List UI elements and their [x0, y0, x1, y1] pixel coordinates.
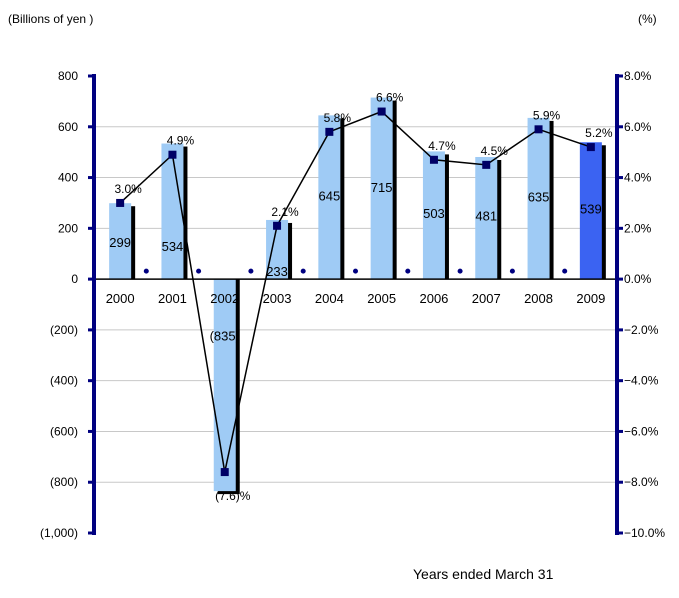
left-tick-label: (800): [50, 475, 78, 489]
left-tick-label: (1,000): [40, 526, 78, 540]
left-tick-label: (400): [50, 374, 78, 388]
right-tick-label: −4.0%: [624, 374, 659, 388]
left-tick-label: 200: [58, 221, 78, 235]
bar: [475, 156, 498, 280]
ratio-marker: [429, 155, 438, 164]
left-tick-label: 600: [58, 120, 78, 134]
left-axis-title: (Billions of yen ): [8, 12, 94, 26]
ratio-marker: [325, 127, 334, 136]
bar-value-label: 539: [580, 201, 602, 216]
baseline-divider-dot: [196, 268, 202, 274]
right-tick-label: 4.0%: [624, 171, 652, 185]
ratio-value-label: 5.9%: [533, 108, 561, 122]
category-label: 2009: [576, 291, 605, 306]
bar-value-label: 645: [318, 189, 340, 204]
ratio-marker: [168, 150, 177, 159]
category-label: 2002: [210, 291, 239, 306]
baseline-divider-dot: [300, 268, 306, 274]
right-tick-label: −8.0%: [624, 475, 659, 489]
bar: [213, 279, 236, 492]
right-tick-label: 6.0%: [624, 120, 652, 134]
ratio-value-label: 5.8%: [324, 111, 352, 125]
right-tick-label: 8.0%: [624, 69, 652, 83]
baseline-divider-dot: [509, 268, 515, 274]
ratio-value-label: (7.6)%: [215, 489, 251, 503]
baseline-divider-dot: [457, 268, 463, 274]
category-label: 2005: [367, 291, 396, 306]
left-tick-label: 800: [58, 69, 78, 83]
ratio-value-label: 5.2%: [585, 126, 613, 140]
right-tick-label: −2.0%: [624, 323, 659, 337]
bar: [109, 203, 132, 280]
left-tick-label: (600): [50, 424, 78, 438]
x-axis-title: Years ended March 31: [413, 566, 554, 582]
ratio-marker: [273, 221, 282, 230]
right-axis-title: (%): [638, 12, 657, 26]
bar: [579, 142, 602, 280]
bar-value-label: 503: [423, 206, 445, 221]
right-tick-label: 0.0%: [624, 272, 652, 286]
ratio-marker: [377, 107, 386, 116]
right-tick-label: 2.0%: [624, 221, 652, 235]
bar-value-label: 481: [475, 208, 497, 223]
right-tick-label: −6.0%: [624, 424, 659, 438]
baseline-divider-dot: [353, 268, 358, 274]
bar: [527, 117, 550, 280]
category-label: 2001: [158, 291, 187, 306]
bar-value-label: (835): [210, 329, 240, 344]
ratio-marker: [482, 160, 491, 169]
ratio-value-label: 4.7%: [428, 139, 456, 153]
ratio-value-label: 6.6%: [376, 91, 404, 105]
category-label: 2003: [263, 291, 292, 306]
bar-value-label: 233: [266, 264, 288, 279]
category-label: 2004: [315, 291, 344, 306]
bar: [266, 219, 289, 280]
bar: [318, 115, 341, 280]
left-tick-label: 0: [71, 272, 78, 286]
category-label: 2006: [419, 291, 448, 306]
ratio-value-label: 3.0%: [114, 182, 142, 196]
bar-value-label: 715: [371, 180, 393, 195]
ratio-marker: [586, 143, 595, 152]
ratio-value-label: 4.9%: [167, 134, 195, 148]
bar-value-label: 299: [109, 235, 131, 250]
ratio-marker: [116, 198, 125, 207]
category-label: 2007: [472, 291, 501, 306]
bar: [422, 151, 445, 280]
ratio-marker: [534, 125, 543, 134]
baseline-divider-dot: [405, 268, 411, 274]
ratio-value-label: 2.1%: [271, 205, 299, 219]
baseline-divider-dot: [143, 268, 149, 274]
left-tick-label: 400: [58, 171, 78, 185]
category-label: 2000: [106, 291, 135, 306]
ratio-line: [119, 110, 592, 473]
baseline-divider-dot: [562, 268, 568, 274]
left-tick-label: (200): [50, 323, 78, 337]
bar-value-label: 635: [528, 190, 550, 205]
right-tick-label: −10.0%: [624, 526, 665, 540]
bar: [161, 143, 184, 280]
baseline-divider-dot: [248, 268, 254, 274]
bar-value-label: 534: [162, 239, 184, 254]
ratio-value-label: 4.5%: [481, 144, 509, 158]
category-label: 2008: [524, 291, 553, 306]
bar: [370, 97, 393, 280]
ratio-marker: [220, 468, 229, 477]
